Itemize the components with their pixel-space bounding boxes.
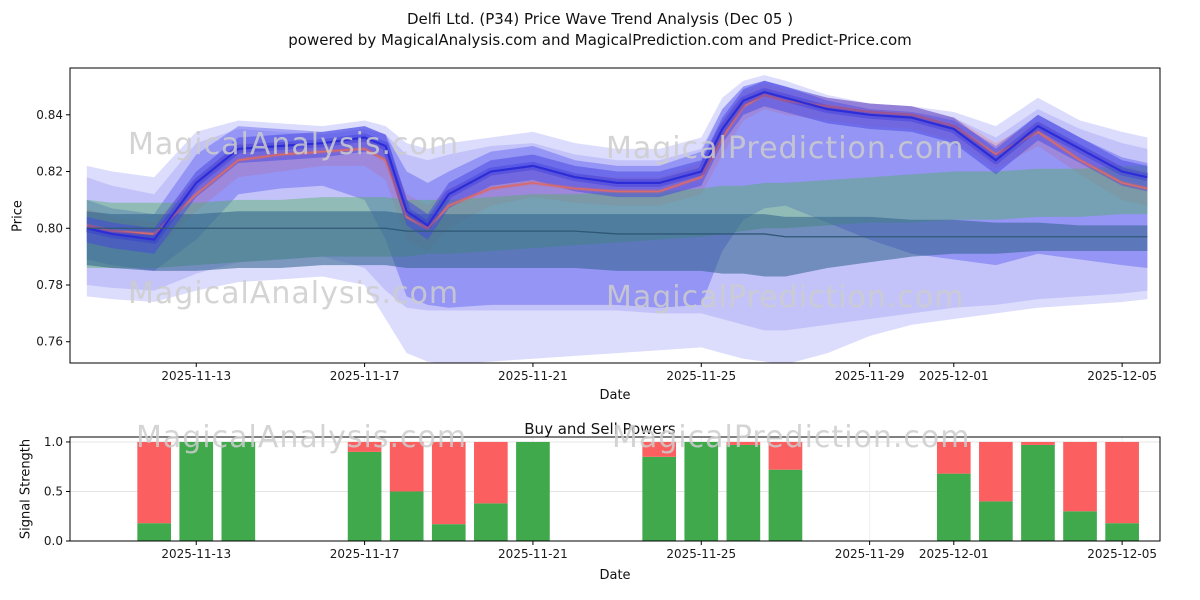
- sell-bar: [347, 441, 382, 452]
- buy-bar: [221, 441, 256, 541]
- y-tick-label: 0.84: [36, 108, 63, 122]
- x-tick-label: 2025-11-13: [161, 369, 231, 383]
- sell-bar: [768, 441, 803, 470]
- x-tick-label: 2025-11-17: [330, 547, 400, 561]
- x-tick-label: 2025-11-13: [161, 547, 231, 561]
- sell-bar: [642, 441, 677, 457]
- x-tick-label: 2025-11-25: [666, 369, 736, 383]
- plot-border: [69, 436, 1161, 542]
- buy-bar: [1021, 444, 1055, 541]
- y-tick-label: 0.82: [36, 165, 63, 179]
- sell-bar: [726, 441, 761, 445]
- band-price-core-band: [86, 80, 1148, 254]
- x-tick-label: 2025-12-05: [1087, 369, 1157, 383]
- y-tick-label: 0.78: [36, 278, 63, 292]
- x-tick-label: 2025-11-21: [498, 369, 568, 383]
- buy-bar: [347, 451, 382, 541]
- line-price-wave: [86, 91, 1148, 241]
- sell-bar: [474, 441, 508, 504]
- buy-bar: [516, 441, 550, 541]
- y-tick-label: 0.5: [44, 484, 63, 498]
- buy-bar: [431, 524, 466, 541]
- x-tick-label: 2025-11-17: [330, 369, 400, 383]
- signal-ylabel: Signal Strength: [18, 438, 34, 540]
- buy-bar: [1063, 511, 1097, 541]
- buy-bar: [768, 469, 803, 541]
- sell-bar: [1105, 441, 1139, 524]
- sell-bar: [1063, 441, 1097, 512]
- line-baseline: [86, 227, 1148, 238]
- plot-border: [69, 67, 1161, 364]
- buy-bar: [389, 491, 424, 541]
- line-prediction-wave: [86, 94, 1148, 235]
- buy-bar: [726, 444, 761, 541]
- sell-bar: [389, 441, 424, 492]
- page-subtitle: powered by MagicalAnalysis.com and Magic…: [288, 31, 912, 49]
- price-ylabel: Price: [10, 200, 26, 232]
- buy-bar: [642, 456, 677, 541]
- x-tick-label: 2025-12-01: [919, 547, 989, 561]
- price-xlabel: Date: [599, 388, 631, 403]
- y-tick-label: 0.0: [44, 534, 63, 548]
- buy-bar: [936, 473, 971, 541]
- buy-bar: [684, 441, 719, 541]
- x-tick-label: 2025-11-29: [835, 369, 905, 383]
- y-tick-label: 0.76: [36, 335, 63, 349]
- x-tick-label: 2025-11-29: [835, 547, 905, 561]
- sell-bar: [137, 441, 172, 524]
- band-trend-teal-band: [86, 211, 1148, 277]
- sell-bar: [936, 441, 971, 474]
- sell-bar: [1021, 441, 1055, 445]
- buy-bar: [979, 501, 1013, 541]
- buy-bar: [474, 503, 508, 541]
- page-title: Delfi Ltd. (P34) Price Wave Trend Analys…: [406, 10, 794, 28]
- x-tick-label: 2025-11-21: [498, 547, 568, 561]
- buy-bar: [179, 441, 214, 541]
- buy-bar: [1105, 523, 1139, 541]
- price-plot-area: [85, 75, 1149, 363]
- signal-xlabel: Date: [599, 568, 631, 583]
- x-tick-label: 2025-12-05: [1087, 547, 1157, 561]
- y-tick-label: 1.0: [44, 435, 63, 449]
- x-tick-label: 2025-11-25: [666, 547, 736, 561]
- signal-title: Buy and Sell Powers: [524, 420, 676, 438]
- sell-bar: [979, 441, 1013, 502]
- y-tick-label: 0.80: [36, 221, 63, 235]
- sell-bar: [431, 441, 466, 525]
- x-tick-label: 2025-12-01: [919, 369, 989, 383]
- buy-bar: [137, 523, 172, 541]
